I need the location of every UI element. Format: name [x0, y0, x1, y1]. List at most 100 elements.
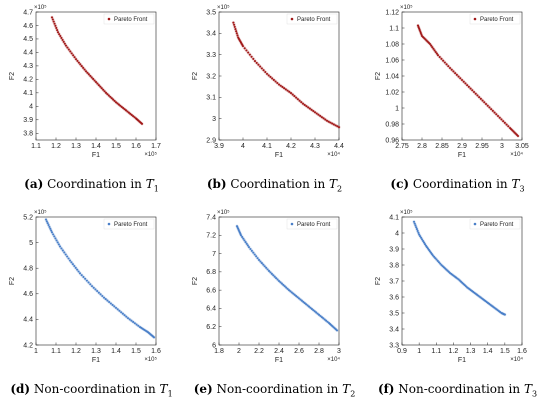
- data-point: [419, 235, 422, 238]
- data-point: [71, 263, 74, 266]
- data-point: [235, 30, 238, 33]
- data-point: [56, 241, 59, 244]
- scatter-plot: 2.75 2.8 2.85 2.9 2.95 3 3.05 0.96 0.98 1 1.02 1.04…: [375, 4, 529, 159]
- data-point: [472, 90, 476, 94]
- caption-subscript: 2: [337, 184, 343, 194]
- data-point: [452, 70, 455, 73]
- y-tick-label: 4.2: [23, 342, 33, 349]
- data-point: [467, 85, 470, 88]
- data-point: [259, 65, 262, 68]
- x-exponent-label: ×10⁵: [144, 151, 157, 158]
- data-point: [319, 114, 322, 117]
- data-point: [64, 44, 68, 47]
- data-point: [288, 90, 291, 93]
- data-point: [56, 31, 60, 34]
- data-point: [306, 304, 309, 307]
- caption-subscript: 3: [531, 389, 538, 399]
- y-exponent-label: ×10⁵: [34, 209, 47, 216]
- x-tick-label: 2.95: [475, 143, 489, 150]
- data-point: [329, 121, 332, 124]
- caption-text: Non-coordination in: [394, 382, 524, 396]
- data-point: [84, 70, 88, 73]
- data-point: [439, 262, 442, 265]
- y-exponent-label: ×10⁵: [217, 209, 230, 216]
- x-tick-label: 1.8: [214, 348, 224, 355]
- data-point: [256, 257, 259, 260]
- data-point: [284, 88, 287, 91]
- data-point: [422, 239, 425, 243]
- legend-label: Pareto Front: [480, 17, 514, 23]
- legend: Pareto Front: [103, 218, 155, 230]
- data-point: [455, 73, 458, 76]
- caption-text: Non-coordination in: [30, 382, 160, 396]
- data-point: [257, 63, 260, 66]
- panel-caption: (f) Non-coordination in T3: [366, 382, 549, 398]
- data-point: [89, 283, 92, 286]
- data-point: [132, 115, 135, 118]
- y-axis-label: F2: [9, 72, 16, 80]
- data-point: [259, 260, 262, 263]
- data-point: [106, 299, 109, 302]
- y-exponent-label: ×10⁵: [400, 4, 413, 11]
- data-point: [246, 244, 249, 247]
- data-point: [413, 222, 416, 225]
- data-point: [491, 109, 494, 112]
- data-point: [323, 318, 326, 321]
- data-point: [322, 317, 325, 320]
- data-point: [312, 309, 315, 312]
- data-point: [300, 101, 303, 104]
- data-point: [265, 72, 269, 75]
- data-point: [120, 105, 123, 108]
- data-point: [252, 251, 255, 254]
- data-point: [54, 24, 57, 27]
- data-point: [431, 46, 434, 49]
- data-point: [47, 224, 50, 227]
- x-axis-label: F1: [458, 357, 466, 364]
- y-tick-label: 7: [212, 251, 216, 258]
- data-point: [302, 300, 305, 303]
- data-point: [114, 101, 118, 104]
- data-point: [58, 33, 61, 36]
- data-point: [113, 99, 116, 102]
- data-point: [291, 93, 294, 96]
- data-point: [277, 279, 281, 283]
- data-point: [269, 271, 272, 274]
- data-point: [248, 53, 251, 56]
- data-point: [505, 123, 508, 126]
- caption-variable: T: [145, 177, 154, 191]
- y-tick-label: 4.1: [23, 90, 33, 97]
- data-point: [53, 22, 56, 25]
- y-tick-label: 1: [395, 105, 399, 112]
- data-point: [64, 253, 67, 256]
- legend: Pareto Front: [286, 13, 338, 25]
- legend-marker: [290, 222, 294, 226]
- x-tick-label: 3: [337, 348, 341, 355]
- x-tick-label: 1.6: [131, 143, 141, 150]
- data-point: [94, 288, 97, 291]
- data-point: [270, 272, 273, 275]
- data-point: [450, 68, 453, 71]
- data-point: [272, 274, 275, 277]
- data-point: [305, 105, 308, 108]
- y-axis-label: F2: [9, 277, 16, 285]
- data-point: [135, 323, 138, 326]
- data-point: [253, 60, 257, 63]
- y-axis-label: F2: [192, 277, 199, 285]
- data-point: [313, 111, 317, 114]
- data-point: [269, 75, 272, 78]
- data-point: [107, 94, 110, 97]
- data-point: [56, 29, 59, 32]
- caption-tag: (d): [10, 382, 31, 396]
- caption-variable: T: [511, 177, 520, 191]
- x-tick-label: 1.5: [500, 348, 510, 355]
- caption-variable: T: [329, 177, 338, 191]
- data-point: [123, 108, 126, 111]
- data-point: [128, 318, 131, 321]
- chart-panel-3: 2.75 2.8 2.85 2.9 2.95 3 3.05 0.96 0.98 1 1.02 1.04…: [366, 0, 549, 200]
- series-pareto-front: [44, 217, 156, 339]
- data-point: [255, 61, 258, 64]
- y-tick-label: 6.8: [206, 269, 216, 276]
- data-point: [282, 283, 285, 286]
- data-point: [303, 302, 306, 305]
- x-tick-label: 3.05: [515, 143, 529, 150]
